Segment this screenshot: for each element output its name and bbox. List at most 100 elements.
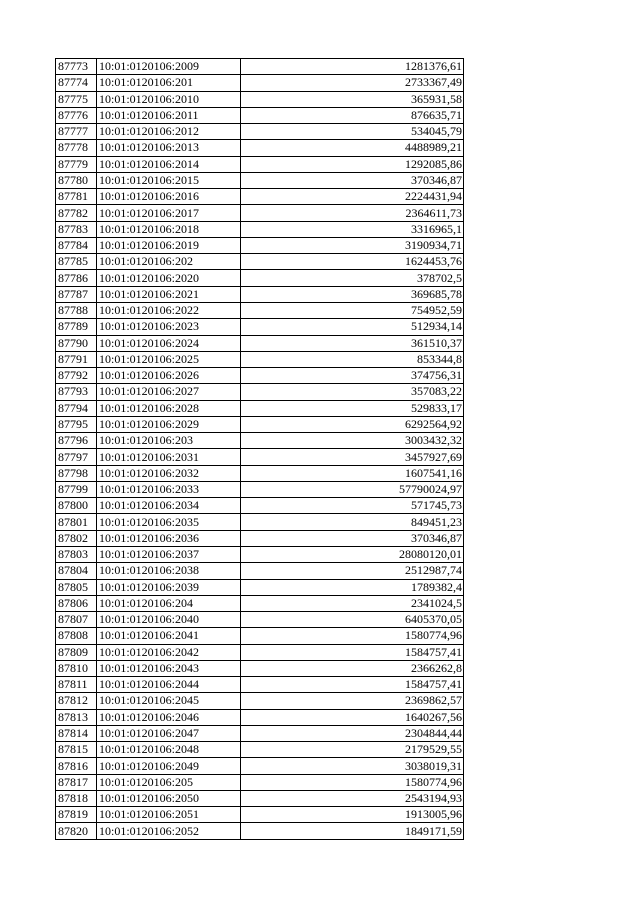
cadastral-number-cell: 10:01:0120106:2035 — [96, 513, 241, 531]
value-cell: 378702,5 — [240, 269, 464, 287]
table-row: 87817 10:01:0120106:205 1580774,96 — [55, 773, 464, 791]
row-number-cell: 87810 — [55, 659, 97, 678]
value-cell: 876635,71 — [240, 106, 464, 125]
value-cell: 3316965,1 — [240, 220, 464, 238]
table-row: 87784 10:01:0120106:2019 3190934,71 — [55, 236, 464, 255]
cadastral-number-cell: 10:01:0120106:2011 — [96, 106, 241, 125]
cadastral-number-cell: 10:01:0120106:2016 — [96, 188, 241, 206]
table-row: 87782 10:01:0120106:2017 2364611,73 — [55, 204, 464, 222]
cadastral-value-table: 87773 10:01:0120106:2009 1281376,61 87774 10… — [55, 57, 464, 840]
cadastral-number-cell: 10:01:0120106:2015 — [96, 171, 241, 190]
cadastral-number-cell: 10:01:0120106:204 — [96, 594, 241, 613]
row-number-cell: 87773 — [55, 57, 97, 76]
cadastral-number-cell: 10:01:0120106:202 — [96, 253, 241, 271]
value-cell: 512934,14 — [240, 318, 464, 336]
value-cell: 2512987,74 — [240, 562, 464, 580]
value-cell: 6292564,92 — [240, 415, 464, 434]
value-cell: 28080120,01 — [240, 545, 464, 564]
row-number-cell: 87797 — [55, 448, 97, 466]
table-row: 87775 10:01:0120106:2010 365931,58 — [55, 90, 464, 108]
row-number-cell: 87803 — [55, 545, 97, 564]
value-cell: 370346,87 — [240, 171, 464, 190]
value-cell: 3190934,71 — [240, 236, 464, 255]
value-cell: 571745,73 — [240, 497, 464, 515]
value-cell: 374756,31 — [240, 367, 464, 385]
table-row: 87785 10:01:0120106:202 1624453,76 — [55, 253, 464, 271]
row-number-cell: 87799 — [55, 480, 97, 499]
value-cell: 853344,8 — [240, 350, 464, 369]
row-number-cell: 87795 — [55, 415, 97, 434]
table-row: 87818 10:01:0120106:2050 2543194,93 — [55, 789, 464, 808]
value-cell: 1913005,96 — [240, 806, 464, 824]
row-number-cell: 87808 — [55, 627, 97, 645]
row-number-cell: 87807 — [55, 611, 97, 629]
table-row: 87820 10:01:0120106:2052 1849171,59 — [55, 822, 464, 840]
row-number-cell: 87787 — [55, 285, 97, 303]
cadastral-number-cell: 10:01:0120106:2026 — [96, 367, 241, 385]
value-cell: 2733367,49 — [240, 74, 464, 92]
row-number-cell: 87818 — [55, 789, 97, 808]
table-row: 87795 10:01:0120106:2029 6292564,92 — [55, 415, 464, 434]
value-cell: 534045,79 — [240, 123, 464, 141]
value-cell: 1584757,41 — [240, 643, 464, 661]
value-cell: 3457927,69 — [240, 448, 464, 466]
value-cell: 2543194,93 — [240, 789, 464, 808]
row-number-cell: 87792 — [55, 367, 97, 385]
row-number-cell: 87790 — [55, 334, 97, 352]
row-number-cell: 87809 — [55, 643, 97, 661]
row-number-cell: 87813 — [55, 708, 97, 726]
table-row: 87800 10:01:0120106:2034 571745,73 — [55, 497, 464, 515]
value-cell: 849451,23 — [240, 513, 464, 531]
value-cell: 3003432,32 — [240, 432, 464, 450]
value-cell: 754952,59 — [240, 301, 464, 320]
row-number-cell: 87805 — [55, 578, 97, 596]
table-row: 87813 10:01:0120106:2046 1640267,56 — [55, 708, 464, 726]
row-number-cell: 87820 — [55, 822, 97, 840]
value-cell: 1281376,61 — [240, 57, 464, 76]
row-number-cell: 87774 — [55, 74, 97, 92]
cadastral-number-cell: 10:01:0120106:2028 — [96, 399, 241, 417]
table-row: 87819 10:01:0120106:2051 1913005,96 — [55, 806, 464, 824]
cadastral-number-cell: 10:01:0120106:201 — [96, 74, 241, 92]
table-row: 87812 10:01:0120106:2045 2369862,57 — [55, 692, 464, 710]
table-row: 87798 10:01:0120106:2032 1607541,16 — [55, 464, 464, 482]
row-number-cell: 87800 — [55, 497, 97, 515]
cadastral-number-cell: 10:01:0120106:2029 — [96, 415, 241, 434]
table-row: 87801 10:01:0120106:2035 849451,23 — [55, 513, 464, 531]
cadastral-number-cell: 10:01:0120106:2050 — [96, 789, 241, 808]
table-row: 87804 10:01:0120106:2038 2512987,74 — [55, 562, 464, 580]
table-row: 87810 10:01:0120106:2043 2366262,8 — [55, 659, 464, 678]
row-number-cell: 87775 — [55, 90, 97, 108]
value-cell: 2369862,57 — [240, 692, 464, 710]
table-row: 87799 10:01:0120106:2033 57790024,97 — [55, 480, 464, 499]
row-number-cell: 87783 — [55, 220, 97, 238]
value-cell: 370346,87 — [240, 529, 464, 547]
row-number-cell: 87779 — [55, 155, 97, 173]
table-row: 87791 10:01:0120106:2025 853344,8 — [55, 350, 464, 369]
cadastral-number-cell: 10:01:0120106:2039 — [96, 578, 241, 596]
value-cell: 57790024,97 — [240, 480, 464, 499]
table-row: 87815 10:01:0120106:2048 2179529,55 — [55, 741, 464, 759]
table-row: 87787 10:01:0120106:2021 369685,78 — [55, 285, 464, 303]
row-number-cell: 87817 — [55, 773, 97, 791]
cadastral-number-cell: 10:01:0120106:2020 — [96, 269, 241, 287]
cadastral-number-cell: 10:01:0120106:2031 — [96, 448, 241, 466]
cadastral-number-cell: 10:01:0120106:2010 — [96, 90, 241, 108]
table-row: 87774 10:01:0120106:201 2733367,49 — [55, 74, 464, 92]
cadastral-number-cell: 10:01:0120106:2043 — [96, 659, 241, 678]
value-cell: 369685,78 — [240, 285, 464, 303]
row-number-cell: 87789 — [55, 318, 97, 336]
value-cell: 1580774,96 — [240, 627, 464, 645]
cadastral-number-cell: 10:01:0120106:2024 — [96, 334, 241, 352]
table-row: 87809 10:01:0120106:2042 1584757,41 — [55, 643, 464, 661]
row-number-cell: 87784 — [55, 236, 97, 255]
table-row: 87788 10:01:0120106:2022 754952,59 — [55, 301, 464, 320]
table-row: 87796 10:01:0120106:203 3003432,32 — [55, 432, 464, 450]
cadastral-number-cell: 10:01:0120106:2023 — [96, 318, 241, 336]
table-row: 87789 10:01:0120106:2023 512934,14 — [55, 318, 464, 336]
row-number-cell: 87801 — [55, 513, 97, 531]
value-cell: 2179529,55 — [240, 741, 464, 759]
table-row: 87773 10:01:0120106:2009 1281376,61 — [55, 57, 464, 76]
cadastral-number-cell: 10:01:0120106:2040 — [96, 611, 241, 629]
row-number-cell: 87802 — [55, 529, 97, 547]
